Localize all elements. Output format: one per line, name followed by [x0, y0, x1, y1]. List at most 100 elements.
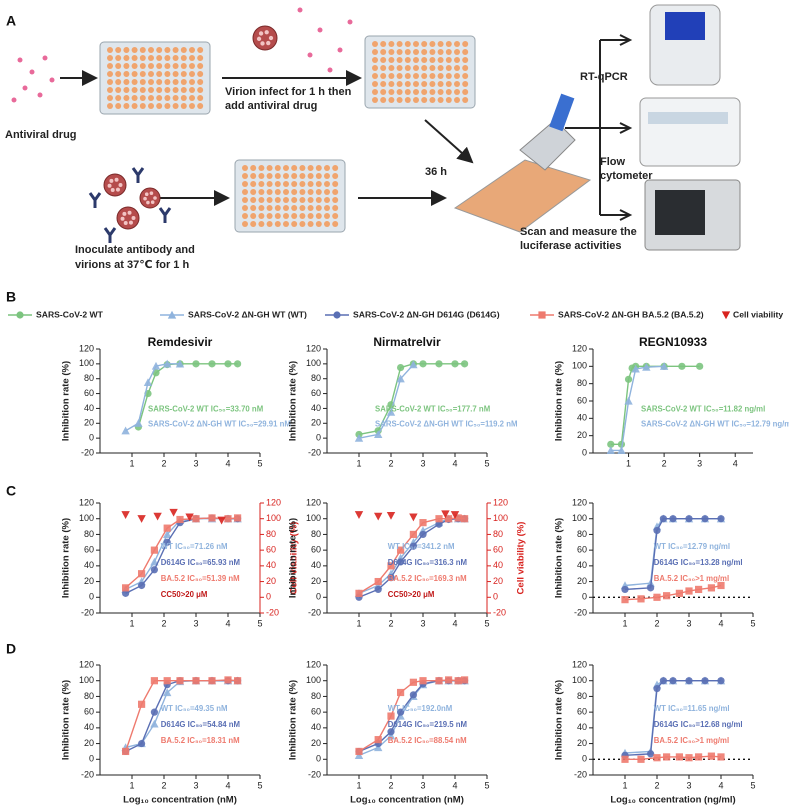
well [164, 63, 171, 69]
well [421, 41, 428, 47]
label: cytometer [600, 170, 653, 182]
y-axis-label: Inhibition rate (%) [61, 680, 72, 760]
marker [647, 750, 655, 758]
y-axis-label: Inhibition rate (%) [61, 361, 72, 441]
well [291, 221, 298, 227]
x-tick-label: 3 [420, 618, 425, 628]
well [266, 181, 273, 187]
well [131, 71, 138, 77]
well [107, 79, 113, 85]
x-tick-label: 2 [161, 458, 166, 468]
well [388, 49, 395, 55]
marker [355, 589, 363, 597]
well [291, 173, 298, 179]
well [258, 181, 265, 187]
well [148, 87, 154, 93]
marker [224, 515, 232, 523]
x-tick-label: 4 [733, 458, 738, 468]
y-tick-label: 100 [572, 675, 587, 685]
well [156, 103, 163, 109]
y-tick-label: 20 [577, 738, 587, 748]
x-tick-label: 4 [452, 458, 457, 468]
annotation: WT IC₅₀=49.35 nM [161, 704, 228, 713]
well [429, 89, 436, 95]
marker [150, 566, 158, 574]
well [380, 49, 387, 55]
well [197, 103, 204, 109]
marker [138, 700, 146, 708]
well [315, 165, 322, 171]
well [164, 103, 171, 109]
marker [717, 677, 725, 685]
pipette [519, 119, 576, 171]
marker [234, 360, 242, 368]
marker [695, 753, 703, 761]
plate [364, 35, 476, 109]
well [462, 73, 469, 79]
marker [163, 524, 171, 532]
y-axis-label: Inhibition rate (%) [288, 361, 299, 441]
marker [685, 754, 693, 762]
well [307, 173, 314, 179]
marker [397, 363, 405, 372]
marker [192, 677, 200, 685]
marker [396, 374, 405, 383]
well [189, 87, 195, 93]
marker [701, 677, 709, 685]
well [172, 47, 179, 53]
y-tick-label: 40 [84, 560, 94, 570]
marker [659, 362, 669, 370]
y-tick-label: 0 [89, 754, 94, 764]
x-tick-label: 3 [420, 780, 425, 790]
well [274, 173, 281, 179]
y-tick-label: 80 [577, 529, 587, 539]
marker [234, 677, 242, 685]
marker [163, 530, 172, 539]
well [115, 79, 122, 85]
well [396, 81, 403, 87]
well [454, 57, 460, 63]
label: Virion infect for 1 h then [225, 86, 352, 98]
well [380, 81, 387, 87]
well [421, 57, 428, 63]
well [164, 55, 171, 61]
y-tick-label: 100 [572, 361, 587, 371]
drug-dot [317, 27, 323, 33]
marker [696, 362, 704, 370]
virion-spot [122, 211, 127, 216]
marker [685, 587, 693, 595]
well [332, 213, 339, 219]
well [164, 95, 171, 101]
well [396, 97, 403, 103]
marker [176, 515, 184, 524]
well [462, 81, 469, 87]
marker [409, 513, 418, 522]
well [445, 65, 452, 71]
virion-spot [120, 216, 125, 221]
well [131, 47, 138, 53]
well [324, 189, 330, 195]
pipette-handle [549, 93, 575, 132]
y-axis-label: Inhibition rate (%) [61, 518, 72, 598]
well [266, 165, 273, 171]
well [283, 213, 289, 219]
well [131, 79, 138, 85]
marker [435, 520, 443, 528]
y-tick-label: 0 [316, 754, 321, 764]
virion-spot [109, 178, 114, 183]
well [388, 57, 395, 63]
marker [121, 426, 130, 435]
annotation: SARS-CoV-2 WT IC₅₀=11.82 ng/ml [641, 404, 765, 413]
marker [397, 558, 405, 566]
y-tick-label: 20 [577, 430, 587, 440]
well [139, 47, 146, 53]
marker [163, 688, 172, 697]
y-tick-label: 40 [311, 722, 321, 732]
label: add antiviral drug [225, 100, 317, 112]
plate [234, 159, 346, 233]
well [258, 189, 265, 195]
x-tick-label: 2 [654, 780, 659, 790]
well [189, 55, 195, 61]
marker [387, 562, 395, 570]
